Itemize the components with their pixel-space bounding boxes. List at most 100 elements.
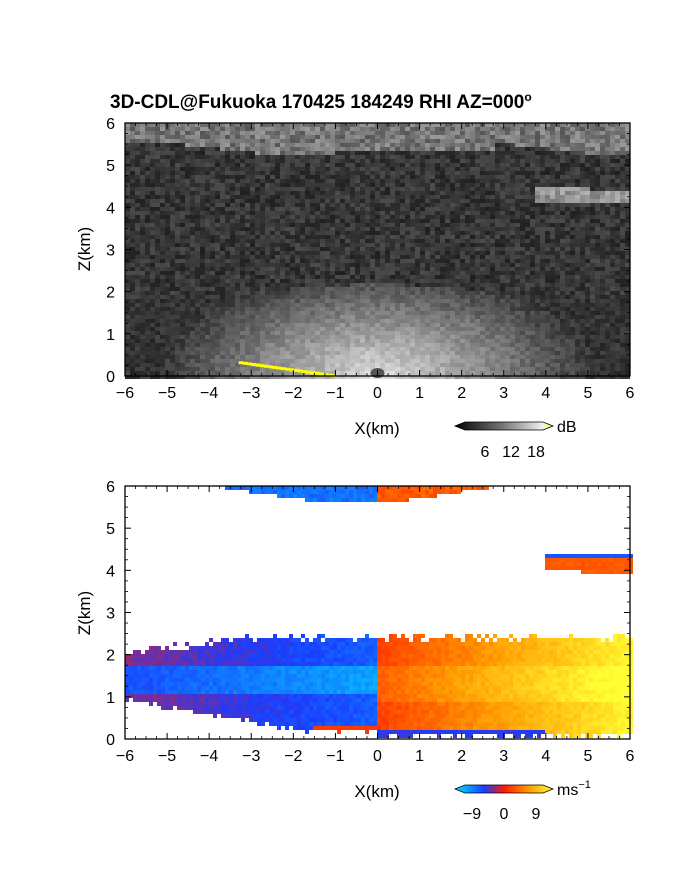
backscatter-cell [250,179,255,183]
backscatter-cell [135,259,140,263]
backscatter-cell [300,287,305,291]
backscatter-cell [405,195,410,199]
backscatter-cell [315,275,320,279]
backscatter-cell [265,163,270,167]
backscatter-cell [340,263,345,267]
backscatter-cell [450,307,455,311]
backscatter-cell [500,271,505,275]
backscatter-cell [575,271,580,275]
backscatter-cell [420,247,425,251]
backscatter-cell [405,259,410,263]
backscatter-cell [430,135,435,139]
backscatter-cell [250,215,255,219]
backscatter-cell [190,279,195,283]
backscatter-cell [425,203,430,207]
backscatter-cell [570,179,575,183]
backscatter-cell [405,139,410,143]
backscatter-cell [490,247,495,251]
backscatter-cell [555,203,560,207]
backscatter-cell [625,131,630,135]
backscatter-cell [190,263,195,267]
backscatter-cell [140,163,145,167]
backscatter-cell [540,287,545,291]
backscatter-cell [550,171,555,175]
backscatter-cell [515,127,520,131]
backscatter-cell [325,175,330,179]
backscatter-cell [310,179,315,183]
backscatter-cell [145,131,150,135]
backscatter-cell [480,139,485,143]
backscatter-cell [605,287,610,291]
backscatter-cell [525,135,530,139]
backscatter-cell [315,247,320,251]
backscatter-cell [185,215,190,219]
backscatter-cell [185,235,190,239]
backscatter-cell [490,283,495,287]
backscatter-cell [515,247,520,251]
backscatter-cell [595,187,600,191]
backscatter-cell [195,163,200,167]
backscatter-cell [515,227,520,231]
backscatter-cell [300,139,305,143]
backscatter-cell [600,247,605,251]
backscatter-cell [250,247,255,251]
backscatter-cell [380,263,385,267]
backscatter-cell [280,143,285,147]
backscatter-cell [320,207,325,211]
backscatter-cell [330,259,335,263]
backscatter-cell [400,167,405,171]
backscatter-cell [420,267,425,271]
backscatter-cell [410,123,415,127]
backscatter-cell [485,255,490,259]
backscatter-cell [340,307,345,311]
backscatter-cell [615,283,620,287]
backscatter-cell [305,123,310,127]
backscatter-cell [505,195,510,199]
backscatter-cell [180,151,185,155]
backscatter-cell [445,303,450,307]
backscatter-cell [355,159,360,163]
backscatter-cell [505,151,510,155]
backscatter-cell [425,295,430,299]
backscatter-cell [625,291,630,295]
backscatter-cell [585,211,590,215]
backscatter-cell [580,267,585,271]
backscatter-cell [220,303,225,307]
backscatter-cell [215,159,220,163]
backscatter-cell [390,303,395,307]
backscatter-cell [245,171,250,175]
backscatter-cell [620,227,625,231]
backscatter-cell [135,303,140,307]
backscatter-cell [470,291,475,295]
backscatter-cell [490,203,495,207]
backscatter-cell [435,291,440,295]
backscatter-cell [160,223,165,227]
backscatter-cell [160,187,165,191]
backscatter-cell [345,251,350,255]
backscatter-cell [445,195,450,199]
backscatter-cell [230,139,235,143]
backscatter-cell [150,251,155,255]
backscatter-cell [350,299,355,303]
backscatter-cell [365,307,370,311]
backscatter-cell [160,175,165,179]
backscatter-cell [150,199,155,203]
backscatter-cell [605,151,610,155]
backscatter-cell [150,223,155,227]
backscatter-cell [625,251,630,255]
backscatter-cell [360,195,365,199]
backscatter-cell [620,255,625,259]
backscatter-cell [430,239,435,243]
backscatter-cell [520,199,525,203]
backscatter-cell [235,267,240,271]
backscatter-cell [195,167,200,171]
backscatter-cell [290,223,295,227]
backscatter-cell [180,167,185,171]
backscatter-cell [155,251,160,255]
backscatter-cell [310,263,315,267]
backscatter-cell [455,287,460,291]
backscatter-cell [570,267,575,271]
backscatter-cell [625,175,630,179]
backscatter-cell [375,199,380,203]
backscatter-cell [275,155,280,159]
